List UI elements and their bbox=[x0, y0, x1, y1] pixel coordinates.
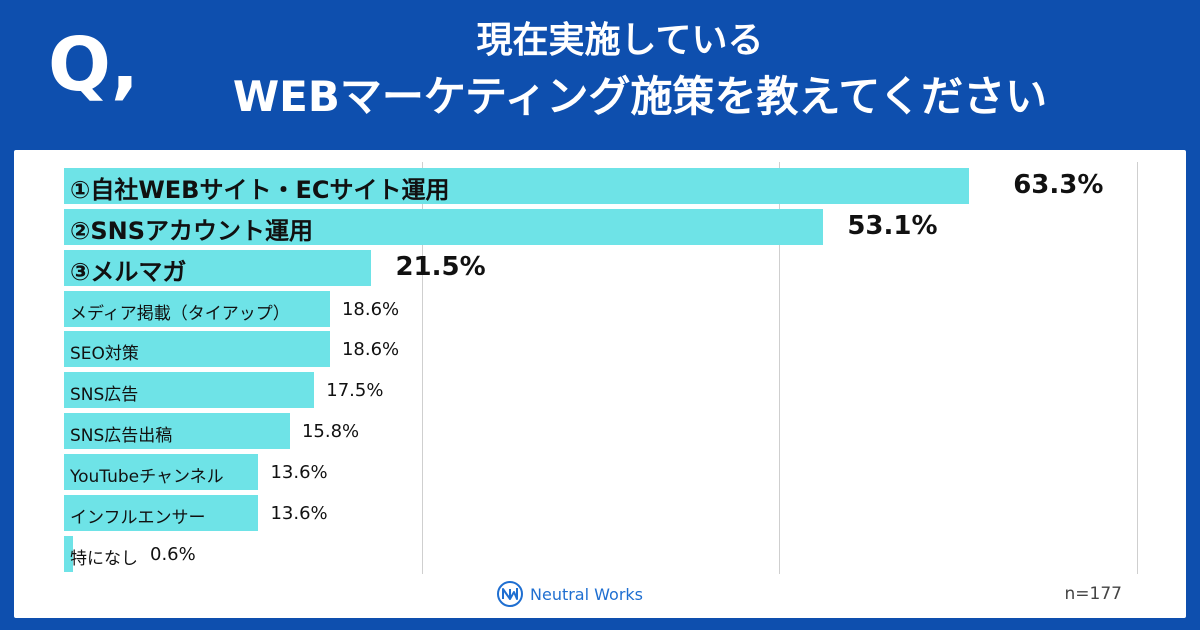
bar bbox=[64, 372, 315, 408]
value-label: 18.6% bbox=[341, 299, 400, 320]
value-label: 0.6% bbox=[150, 544, 196, 565]
bar bbox=[64, 495, 259, 531]
page-title: 現在実施している WEBマーケティング施策を教えてください bbox=[120, 8, 1120, 126]
bar-label: ③メルマガ bbox=[70, 258, 187, 286]
grid-line bbox=[779, 162, 780, 574]
title-line-2: WEBマーケティング施策を教えてください bbox=[232, 72, 1048, 121]
value-label: 53.1% bbox=[847, 211, 938, 241]
bar bbox=[64, 209, 824, 245]
grid-line bbox=[421, 162, 423, 574]
brand-name: Neutral Works bbox=[530, 584, 643, 604]
bar bbox=[64, 250, 372, 286]
value-label: 17.5% bbox=[326, 380, 384, 401]
bar bbox=[64, 291, 330, 327]
value-label: 13.6% bbox=[270, 462, 328, 483]
title-line-1: 現在実施している bbox=[476, 20, 764, 61]
bar bbox=[64, 413, 290, 449]
bar-label: SNS広告 bbox=[70, 385, 139, 405]
bar-label: 特になし bbox=[70, 549, 138, 569]
bar-label: インフルエンサー bbox=[70, 508, 206, 528]
value-label: 63.3% bbox=[1013, 170, 1104, 200]
grid-line bbox=[1136, 162, 1138, 574]
bar bbox=[64, 454, 259, 490]
sample-size: n=177 bbox=[1064, 584, 1122, 604]
value-label: 21.5% bbox=[395, 252, 486, 282]
value-label: 15.8% bbox=[301, 421, 360, 442]
bar-label: YouTubeチャンネル bbox=[70, 467, 224, 487]
bar-label: ②SNSアカウント運用 bbox=[70, 217, 313, 245]
neutral-works-logo-icon bbox=[497, 581, 523, 607]
bar bbox=[64, 168, 970, 204]
bar bbox=[64, 536, 73, 572]
bar-label: ①自社WEBサイト・ECサイト運用 bbox=[70, 176, 450, 204]
bar-label: メディア掲載（タイアップ） bbox=[70, 304, 290, 324]
bar-label: SNS広告出稿 bbox=[70, 426, 173, 446]
bar bbox=[64, 331, 330, 367]
value-label: 18.6% bbox=[341, 339, 400, 360]
bar-label: SEO対策 bbox=[70, 344, 139, 364]
value-label: 13.6% bbox=[270, 503, 328, 524]
brand-logo: Neutral Works bbox=[496, 580, 643, 608]
question-mark: Q, bbox=[48, 22, 140, 108]
chart-panel: ①自社WEBサイト・ECサイト運用 63.3% ②SNSアカウント運用 53.1% ③メ… bbox=[14, 150, 1186, 618]
